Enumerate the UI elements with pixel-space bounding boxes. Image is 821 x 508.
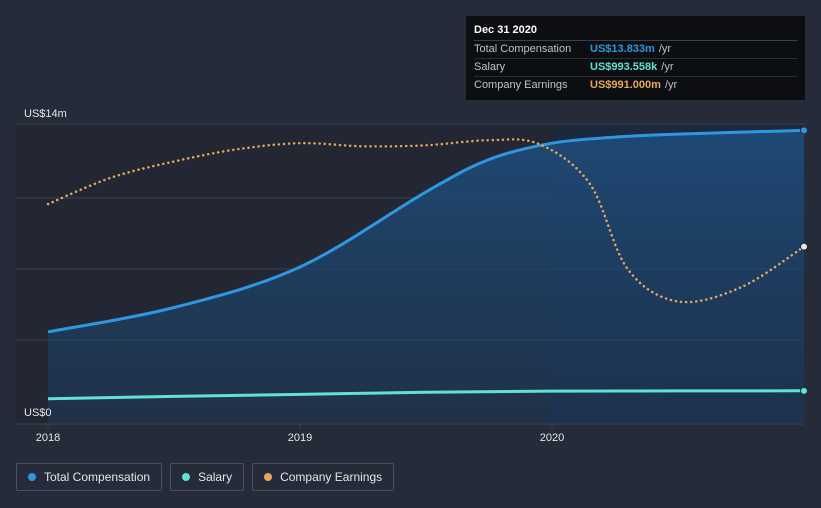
- salary-end-marker: [800, 386, 808, 395]
- tooltip-date: Dec 31 2020: [474, 24, 797, 41]
- tooltip-label: Company Earnings: [474, 79, 568, 91]
- legend-item-company-earnings[interactable]: Company Earnings: [252, 463, 395, 491]
- tooltip-row-salary: Salary US$993.558k /yr: [474, 59, 797, 77]
- tooltip-unit: /yr: [661, 61, 674, 73]
- legend: Total Compensation Salary Company Earnin…: [16, 463, 395, 491]
- legend-dot-icon: [28, 473, 36, 481]
- legend-item-salary[interactable]: Salary: [170, 463, 245, 491]
- tooltip-label: Total Compensation: [474, 43, 572, 55]
- legend-label: Company Earnings: [280, 470, 383, 484]
- y-axis-max-label: US$14m: [24, 108, 67, 120]
- tooltip-row-total-compensation: Total Compensation US$13.833m /yr: [474, 41, 797, 59]
- tooltip-row-company-earnings: Company Earnings US$991.000m /yr: [474, 77, 797, 94]
- legend-label: Salary: [198, 470, 233, 484]
- total-compensation-area: [48, 130, 804, 424]
- total-compensation-line: [47, 128, 805, 334]
- tooltip-label: Salary: [474, 61, 506, 73]
- tooltip-value: US$993.558k: [590, 61, 658, 73]
- legend-item-total-compensation[interactable]: Total Compensation: [16, 463, 163, 491]
- tooltip: Dec 31 2020 Total Compensation US$13.833…: [466, 16, 805, 100]
- x-tick-label: 2020: [540, 432, 564, 444]
- legend-dot-icon: [264, 473, 273, 481]
- total-compensation-end-marker: [800, 126, 808, 135]
- x-tick-label: 2018: [36, 432, 60, 444]
- legend-label: Total Compensation: [44, 470, 151, 484]
- company-earnings-line: [46, 138, 806, 304]
- tooltip-value: US$13.833m: [590, 43, 655, 55]
- tooltip-unit: /yr: [664, 79, 678, 91]
- y-axis-min-label: US$0: [24, 407, 52, 419]
- legend-dot-icon: [182, 473, 191, 481]
- tooltip-unit: /yr: [658, 43, 672, 55]
- salary-line: [47, 389, 805, 401]
- x-tick-label: 2019: [288, 432, 312, 444]
- company-earnings-end-marker: [800, 242, 808, 251]
- tooltip-value: US$991.000m: [590, 79, 661, 91]
